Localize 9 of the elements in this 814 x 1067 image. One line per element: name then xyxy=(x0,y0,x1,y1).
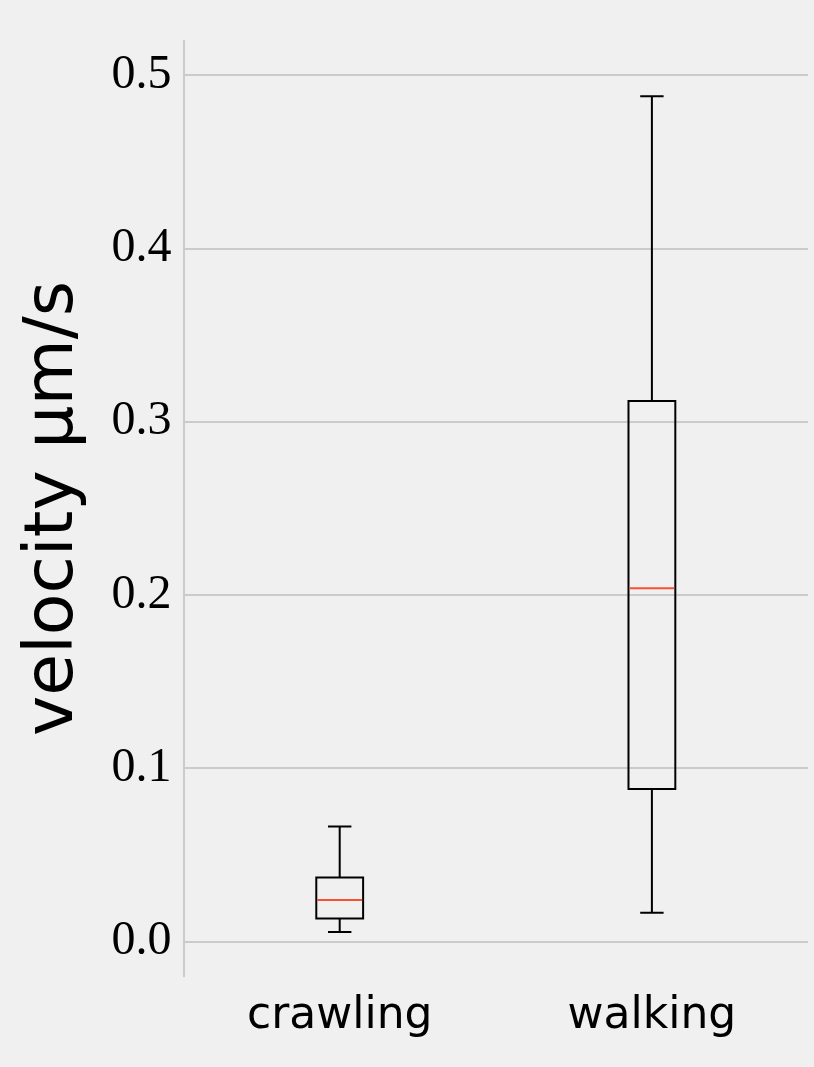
y-tick-label: 0.4 xyxy=(111,218,172,272)
y-tick-label: 0.5 xyxy=(111,45,172,99)
y-tick-label: 0.1 xyxy=(111,737,172,791)
y-tick-label: 0.0 xyxy=(111,911,172,965)
y-tick-label: 0.2 xyxy=(111,564,172,618)
y-tick-label: 0.3 xyxy=(111,391,172,445)
y-axis-title: velocity μm/s xyxy=(9,280,89,737)
x-tick-label: walking xyxy=(567,987,737,1039)
x-tick-label: crawling xyxy=(246,987,433,1039)
